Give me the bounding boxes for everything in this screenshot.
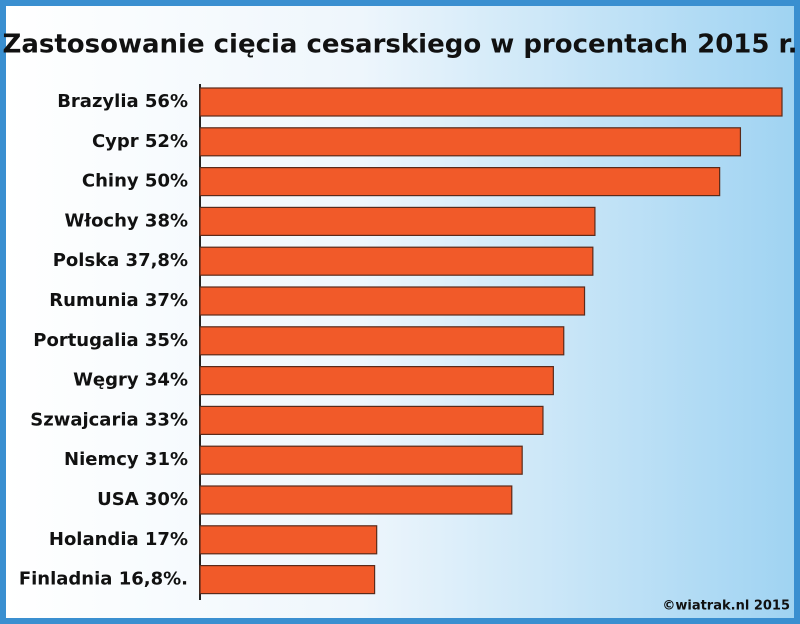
bar bbox=[199, 405, 544, 435]
bar bbox=[199, 286, 586, 316]
category-label: Polska 37,8% bbox=[53, 250, 188, 271]
category-label: Chiny 50% bbox=[82, 171, 188, 192]
bar bbox=[199, 127, 742, 157]
bar bbox=[199, 525, 378, 555]
category-label: Węgry 34% bbox=[73, 370, 188, 391]
footer: ©wiatrak.nl 2015 bbox=[662, 599, 790, 614]
category-label: USA 30% bbox=[97, 489, 188, 510]
bar bbox=[199, 564, 376, 595]
category-label: Cypr 52% bbox=[92, 131, 188, 152]
category-label: Włochy 38% bbox=[65, 210, 188, 231]
category-label: Rumunia 37% bbox=[49, 290, 188, 311]
bar bbox=[199, 485, 513, 515]
category-label: Finladnia 16,8%. bbox=[19, 569, 188, 590]
bar bbox=[199, 445, 523, 475]
bar bbox=[199, 87, 783, 117]
category-label: Portugalia 35% bbox=[33, 330, 188, 351]
category-label: Szwajcaria 33% bbox=[30, 409, 188, 430]
bar bbox=[199, 366, 554, 396]
category-label: Brazylia 56% bbox=[57, 91, 188, 112]
chart-title: Zastosowanie cięcia cesarskiego w procen… bbox=[2, 30, 797, 60]
bar bbox=[199, 326, 565, 356]
bar bbox=[199, 206, 596, 236]
bar bbox=[199, 246, 594, 276]
category-label: Holandia 17% bbox=[49, 529, 188, 550]
bar bbox=[199, 167, 721, 197]
category-label: Niemcy 31% bbox=[64, 449, 188, 470]
